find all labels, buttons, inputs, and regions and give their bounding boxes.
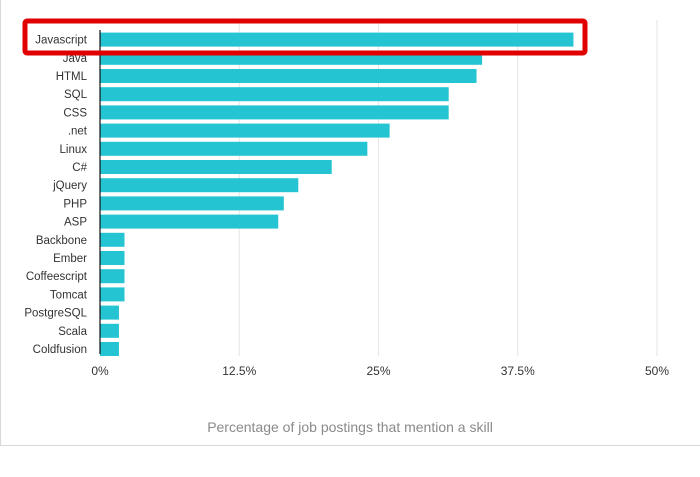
highlight-box: [22, 18, 588, 56]
chart-frame: [0, 0, 700, 446]
bar-tomcat: [100, 287, 125, 302]
bar-css: [100, 105, 449, 120]
category-label-php: PHP: [63, 198, 87, 210]
category-label-linux: Linux: [60, 144, 88, 156]
bar-backbone: [100, 232, 125, 247]
x-tick-label-1: 12.5%: [222, 364, 256, 378]
x-tick-label-0: 0%: [91, 364, 109, 378]
bar-html: [100, 69, 477, 83]
x-tick-label-4: 50%: [645, 364, 669, 378]
bar-coldfusion: [100, 342, 119, 356]
bar-coffeescript: [100, 269, 125, 284]
bar-javascript: [100, 32, 574, 47]
category-label-backbone: Backbone: [36, 235, 87, 247]
category-label-coldfusion: Coldfusion: [33, 344, 87, 356]
category-labels: Javascript Java HTML SQL CSS .net Linux C# jQuer…: [24, 35, 87, 356]
category-label-asp: ASP: [64, 217, 87, 229]
category-label-ember: Ember: [53, 253, 87, 265]
bar-sql: [100, 87, 449, 102]
bar-asp: [100, 214, 279, 229]
category-label-tomcat: Tomcat: [50, 289, 88, 301]
category-label-java: Java: [63, 53, 88, 65]
bar-php: [100, 196, 284, 211]
bar-scala: [100, 323, 119, 338]
x-axis-title: Percentage of job postings that mention …: [207, 419, 493, 435]
bar-jquery: [100, 178, 299, 193]
bar-postgresql: [100, 305, 119, 320]
bar-c: [100, 160, 332, 174]
category-label-net: .net: [68, 126, 88, 138]
category-label-html: HTML: [56, 71, 88, 83]
bar-net: [100, 123, 390, 138]
x-tick-labels: 0% 12.5% 25% 37.5% 50%: [91, 364, 669, 378]
bar-ember: [100, 251, 125, 265]
category-label-postgresql: PostgreSQL: [24, 308, 87, 320]
category-label-jquery: jQuery: [52, 180, 87, 192]
category-label-sql: SQL: [64, 89, 88, 101]
bar-linux: [100, 141, 368, 156]
category-label-coffeescript: Coffeescript: [26, 271, 88, 283]
category-label-scala: Scala: [58, 326, 87, 338]
bar-chart: Javascript Java HTML SQL CSS .net Linux C# jQuer…: [22, 18, 669, 435]
category-label-c: C#: [72, 162, 87, 174]
category-label-javascript: Javascript: [35, 35, 88, 47]
x-tick-label-3: 37.5%: [501, 364, 535, 378]
category-label-css: CSS: [63, 107, 87, 119]
x-tick-label-2: 25%: [366, 364, 390, 378]
bars: [100, 32, 574, 356]
